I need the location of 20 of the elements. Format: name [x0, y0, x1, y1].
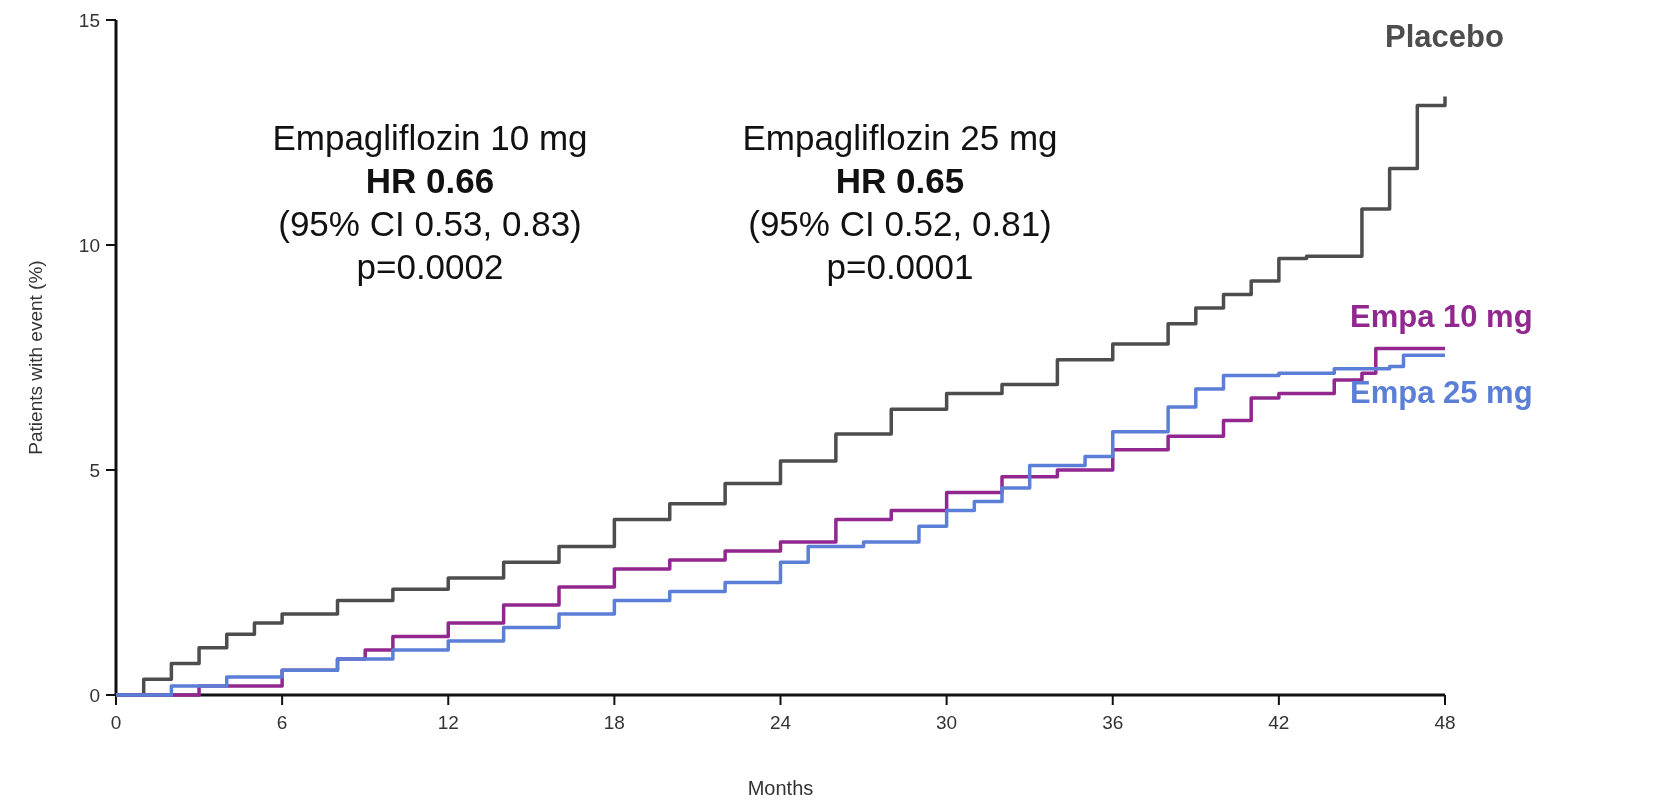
y-tick-label: 0 — [89, 685, 100, 706]
x-tick-label: 6 — [276, 712, 288, 733]
x-tick-label: 36 — [1102, 712, 1124, 733]
x-tick-label: 24 — [769, 712, 792, 733]
series-label: Placebo — [1385, 18, 1504, 54]
x-tick-label: 12 — [437, 712, 459, 733]
x-tick-label: 42 — [1268, 712, 1290, 733]
series-label: Empa 25 mg — [1350, 375, 1533, 411]
y-axis-title: Patients with event (%) — [25, 260, 46, 455]
y-tick-label: 5 — [89, 460, 100, 481]
y-tick-label: 15 — [78, 10, 100, 31]
x-tick-label: 18 — [603, 712, 625, 733]
x-tick-label: 0 — [110, 712, 122, 733]
y-tick-label: 10 — [78, 235, 100, 256]
series-label: Empa 10 mg — [1350, 298, 1533, 334]
annotation: Empagliflozin 10 mg HR 0.66 (95% CI 0.53, 0.83) p=0.0002 — [272, 118, 588, 286]
x-axis-title: Months — [747, 777, 814, 799]
annotation: Empagliflozin 25 mg HR 0.65 (95% CI 0.52, 0.81) p=0.0001 — [742, 118, 1058, 286]
x-tick-label: 48 — [1434, 712, 1456, 733]
x-tick-label: 30 — [936, 712, 958, 733]
